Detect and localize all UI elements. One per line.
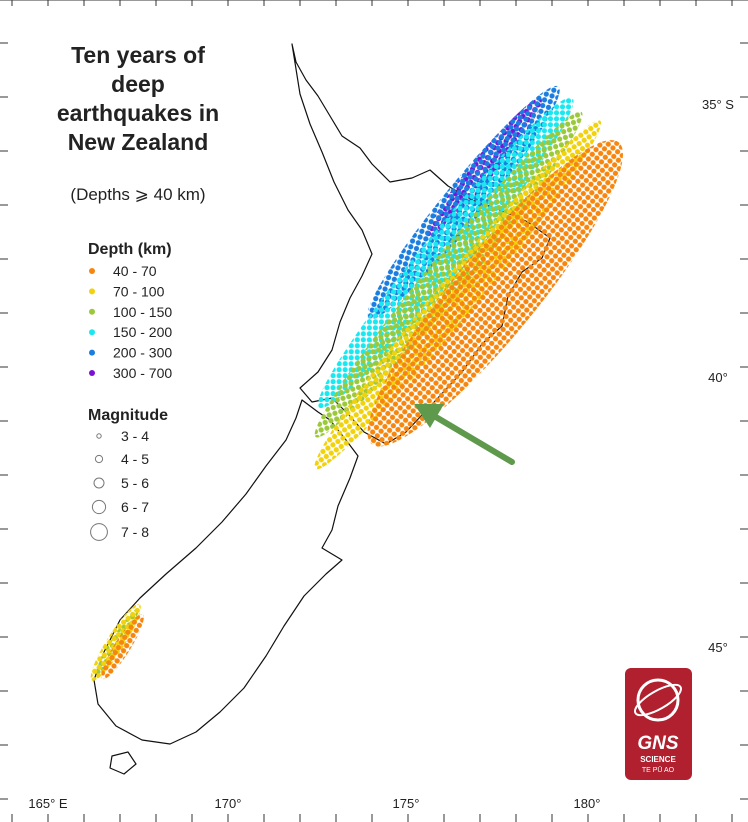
logo-line: TE PŪ AO (642, 766, 675, 774)
legend-swatch (89, 370, 95, 376)
earthquake-band (90, 85, 623, 681)
depth-cluster (367, 140, 623, 447)
legend: Depth (km) 40 - 70 70 - 100 100 - 150 150 - … (88, 241, 172, 541)
lon-label: 175° (393, 796, 420, 811)
legend-swatch (90, 523, 108, 541)
legend-label: 70 - 100 (113, 283, 165, 299)
pointer-arrow (414, 404, 515, 465)
legend-label: 40 - 70 (113, 263, 157, 279)
legend-label: 5 - 6 (121, 475, 149, 491)
legend-swatch (94, 454, 104, 464)
subtitle: (Depths ⩾ 40 km) (70, 185, 205, 204)
south-island (93, 399, 359, 745)
legend-label: 150 - 200 (113, 324, 172, 340)
legend-label: 4 - 5 (121, 451, 149, 467)
legend-label: 100 - 150 (113, 304, 172, 320)
legend-label: 7 - 8 (121, 524, 149, 540)
depth-layers (314, 85, 623, 470)
legend-swatch (89, 288, 95, 295)
title-line: earthquakes in (57, 100, 219, 126)
lon-label: 170° (215, 796, 242, 811)
legend-swatch (91, 499, 107, 515)
graticule-labels: 35° S 40° 45° 165° E 170° 175° 180° (28, 97, 734, 811)
legend-swatch (89, 308, 95, 315)
legend-swatch (96, 433, 102, 439)
depth-cluster (314, 111, 583, 438)
legend-swatch (89, 349, 95, 356)
title-line: deep (111, 71, 165, 97)
legend-title: Magnitude (88, 407, 168, 424)
legend-swatch (89, 268, 95, 274)
lon-label: 165° E (28, 796, 68, 811)
fiordland-cluster (90, 603, 144, 681)
legend-label: 6 - 7 (121, 499, 149, 515)
legend-label: 200 - 300 (113, 345, 172, 361)
title-line: Ten years of (71, 42, 205, 68)
lat-label: 40° (708, 370, 728, 385)
legend-title: Depth (km) (88, 241, 172, 258)
title-line: New Zealand (68, 129, 209, 155)
legend-label: 300 - 700 (113, 365, 172, 381)
title: Ten years of deep earthquakes in New Zealan… (57, 42, 219, 155)
logo: GNS SCIENCE TE PŪ AO (625, 668, 692, 780)
legend-label: 3 - 4 (121, 428, 149, 444)
logo-line: SCIENCE (640, 755, 676, 764)
depth-cluster (101, 614, 144, 680)
lat-label: 45° (708, 640, 728, 655)
legend-swatch (93, 477, 105, 489)
lat-label: 35° S (702, 97, 734, 112)
legend-swatch (89, 329, 95, 336)
lon-label: 180° (574, 796, 601, 811)
logo-name: GNS (637, 733, 679, 754)
stewart-island (109, 751, 137, 775)
